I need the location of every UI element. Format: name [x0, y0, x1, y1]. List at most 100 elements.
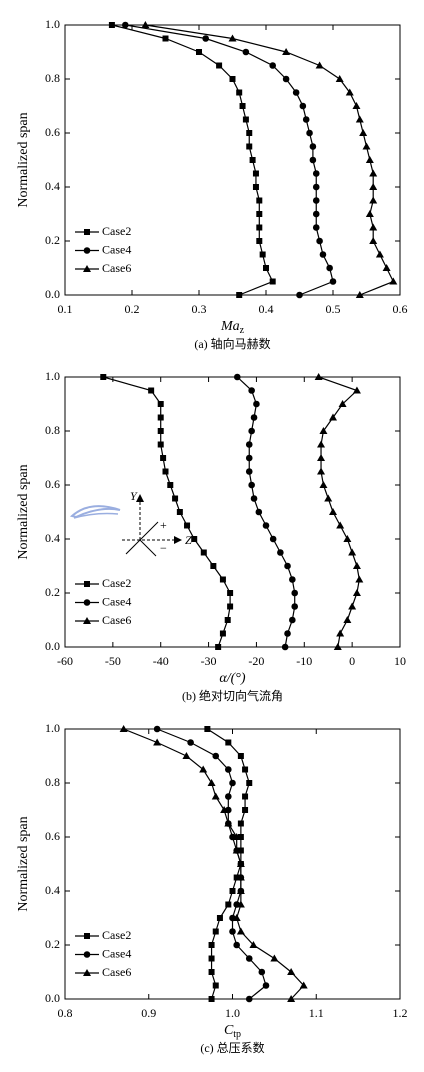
marker: [348, 548, 357, 556]
y-tick-label: 0.6: [45, 829, 60, 843]
marker: [249, 157, 256, 163]
marker: [157, 414, 164, 421]
y-tick-label: 1.0: [45, 17, 60, 31]
marker: [314, 373, 323, 380]
marker: [343, 616, 352, 623]
marker: [236, 927, 245, 935]
marker: [236, 860, 245, 867]
legend-label: Case6: [102, 965, 131, 979]
y-tick-label: 0.8: [45, 71, 60, 85]
marker: [324, 494, 333, 502]
marker: [309, 143, 317, 150]
marker: [248, 427, 255, 435]
marker: [233, 373, 241, 381]
x-tick-label: 0.6: [393, 302, 408, 316]
marker: [191, 536, 198, 542]
marker: [237, 820, 244, 827]
marker: [182, 752, 191, 759]
legend-marker: [83, 617, 91, 624]
plot-frame: [64, 24, 401, 296]
legend-label: Case4: [102, 594, 131, 608]
marker: [249, 941, 258, 948]
marker: [355, 115, 364, 123]
marker: [262, 982, 270, 989]
marker: [389, 277, 398, 285]
x-axis-label: Maz: [220, 319, 245, 336]
legend-label: Case6: [102, 261, 131, 275]
marker: [248, 387, 255, 394]
marker: [212, 752, 220, 760]
y-tick-label: 0.8: [45, 775, 60, 789]
marker: [228, 34, 237, 42]
marker: [315, 61, 324, 69]
marker: [348, 602, 357, 610]
marker: [236, 900, 245, 908]
marker: [259, 251, 266, 258]
marker: [216, 915, 223, 921]
marker: [245, 995, 253, 1003]
marker: [246, 130, 253, 136]
marker: [336, 521, 345, 529]
marker: [317, 440, 326, 448]
marker: [245, 468, 253, 475]
marker: [242, 48, 250, 56]
caption: (a) 轴向马赫数: [194, 336, 270, 351]
marker: [329, 278, 337, 285]
legend-marker: [83, 247, 91, 254]
marker: [229, 779, 236, 787]
marker: [287, 995, 296, 1002]
marker: [345, 88, 354, 96]
marker: [225, 766, 232, 773]
marker: [225, 793, 232, 800]
marker: [317, 467, 326, 475]
marker: [242, 766, 249, 773]
x-tick-label: 10: [394, 654, 406, 668]
legend-label: Case2: [102, 224, 131, 238]
marker: [329, 413, 337, 421]
y-tick-label: 0.2: [45, 937, 60, 951]
marker: [215, 644, 222, 650]
marker: [336, 629, 345, 637]
legend-marker: [84, 229, 90, 235]
marker: [233, 941, 240, 949]
x-tick-label: 1.0: [225, 1006, 240, 1020]
marker: [292, 89, 300, 96]
marker: [207, 779, 216, 786]
marker: [204, 726, 211, 732]
marker: [382, 264, 391, 271]
series-line: [125, 24, 334, 296]
marker: [296, 291, 303, 299]
annotation: +: [160, 518, 167, 532]
marker: [282, 48, 291, 55]
marker: [229, 76, 236, 82]
legend-label: Case6: [102, 613, 131, 627]
x-tick-label: -20: [248, 654, 264, 668]
marker: [172, 495, 179, 502]
marker: [141, 21, 150, 28]
marker: [176, 509, 183, 515]
marker: [269, 535, 277, 543]
x-tick-label: 1.2: [393, 1006, 408, 1020]
marker: [119, 725, 128, 732]
legend-marker: [83, 951, 91, 958]
annotation: Z: [185, 533, 192, 547]
marker: [352, 102, 361, 109]
marker: [281, 643, 289, 651]
marker: [246, 780, 253, 786]
legend-marker: [84, 581, 90, 587]
marker: [227, 590, 234, 596]
y-tick-label: 1.0: [45, 369, 60, 383]
marker: [299, 102, 307, 110]
y-tick-label: 1.0: [45, 721, 60, 735]
marker: [208, 955, 215, 962]
marker: [291, 603, 299, 610]
marker: [208, 942, 215, 948]
marker: [355, 291, 364, 298]
y-tick-label: 0.2: [45, 585, 60, 599]
x-axis-label: Ctp: [224, 1023, 241, 1040]
marker: [291, 589, 299, 597]
marker: [369, 169, 378, 177]
marker: [236, 873, 245, 881]
velocity-arrow: [139, 521, 159, 541]
